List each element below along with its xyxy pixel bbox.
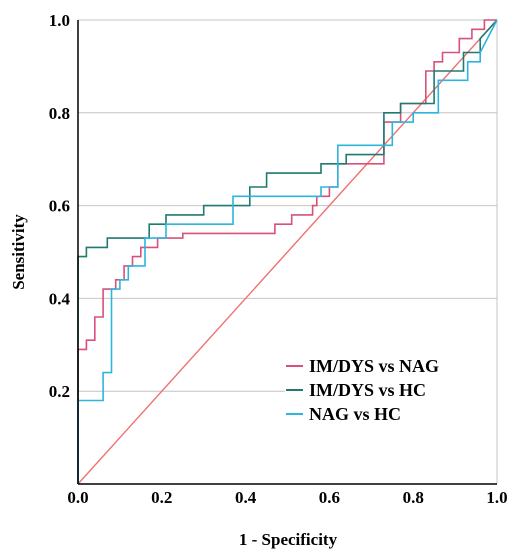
series-lines <box>77 19 498 484</box>
x-tick-label: 0.4 <box>235 488 257 507</box>
x-tick-label: 1.0 <box>486 488 507 507</box>
series-line-3 <box>77 19 498 484</box>
y-axis-title: Sensitivity <box>9 214 28 290</box>
x-tick-label: 0.6 <box>319 488 340 507</box>
y-tick-label: 0.6 <box>49 197 70 216</box>
legend-label: IM/DYS vs HC <box>309 380 426 400</box>
reference-diagonal <box>77 19 498 485</box>
legend: IM/DYS vs NAG IM/DYS vs HC NAG vs HC <box>286 356 439 424</box>
x-tick-label: 0.8 <box>403 488 424 507</box>
x-axis-title: 1 - Specificity <box>239 530 338 549</box>
y-tick-label: 1.0 <box>49 11 70 30</box>
y-tick-label: 0.8 <box>49 104 70 123</box>
x-tick-label: 0.0 <box>67 488 88 507</box>
axes <box>77 20 497 485</box>
y-tick-label: 0.4 <box>49 289 71 308</box>
x-tick-label: 0.2 <box>151 488 172 507</box>
series-line-2 <box>77 19 498 484</box>
legend-label: IM/DYS vs NAG <box>309 356 439 376</box>
y-tick-label: 0.2 <box>49 382 70 401</box>
legend-label: NAG vs HC <box>309 404 401 424</box>
tick-labels: 0.0 0.2 0.4 0.6 0.8 1.0 0.2 0.4 0.6 0.8 1.0 <box>49 11 508 507</box>
reference-line <box>77 19 498 485</box>
